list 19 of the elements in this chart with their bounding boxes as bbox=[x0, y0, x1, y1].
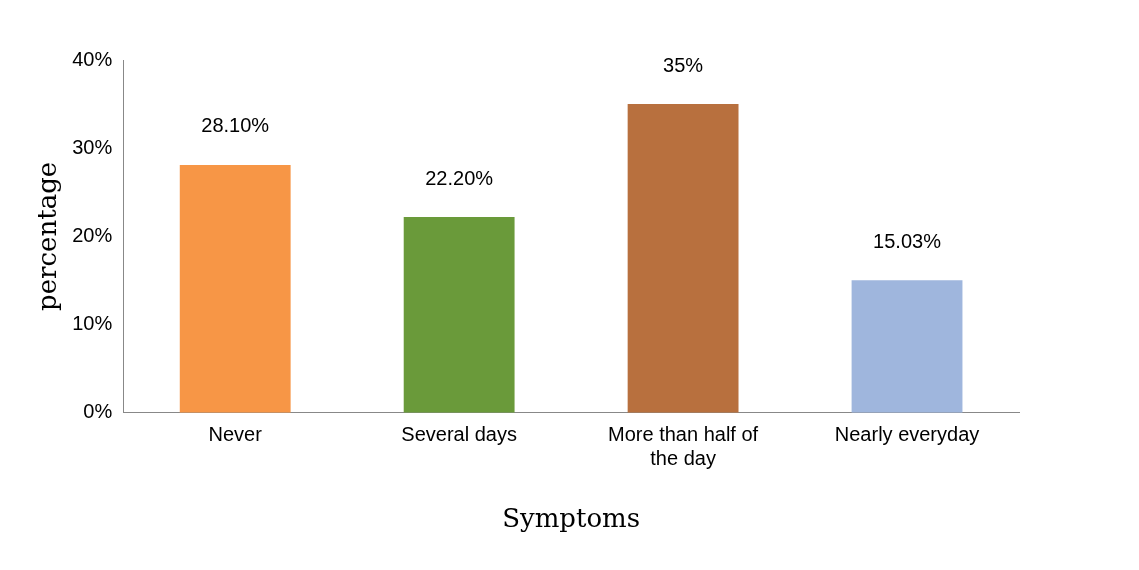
y-tick-label: 30% bbox=[72, 135, 113, 158]
y-tick-label: 0% bbox=[83, 400, 113, 423]
y-tick-label: 20% bbox=[72, 223, 113, 246]
x-axis-title: Symptoms bbox=[502, 503, 641, 534]
data-label: 28.10% bbox=[201, 114, 270, 137]
x-tick-label: Nearly everyday bbox=[834, 423, 980, 446]
x-tick-label: Several days bbox=[401, 423, 517, 446]
data-label: 35% bbox=[663, 53, 704, 76]
y-tick-label: 10% bbox=[72, 312, 113, 335]
x-tick-label: More than half of the day bbox=[608, 423, 759, 470]
y-tick-label: 40% bbox=[72, 47, 113, 70]
bar bbox=[627, 104, 739, 413]
data-label: 22.20% bbox=[425, 166, 494, 189]
y-axis-title: percentage bbox=[32, 161, 63, 311]
bar bbox=[179, 164, 291, 413]
bar bbox=[403, 217, 515, 413]
data-label: 15.03% bbox=[873, 229, 942, 252]
x-tick-label: Never bbox=[208, 423, 263, 446]
bar bbox=[851, 280, 963, 413]
